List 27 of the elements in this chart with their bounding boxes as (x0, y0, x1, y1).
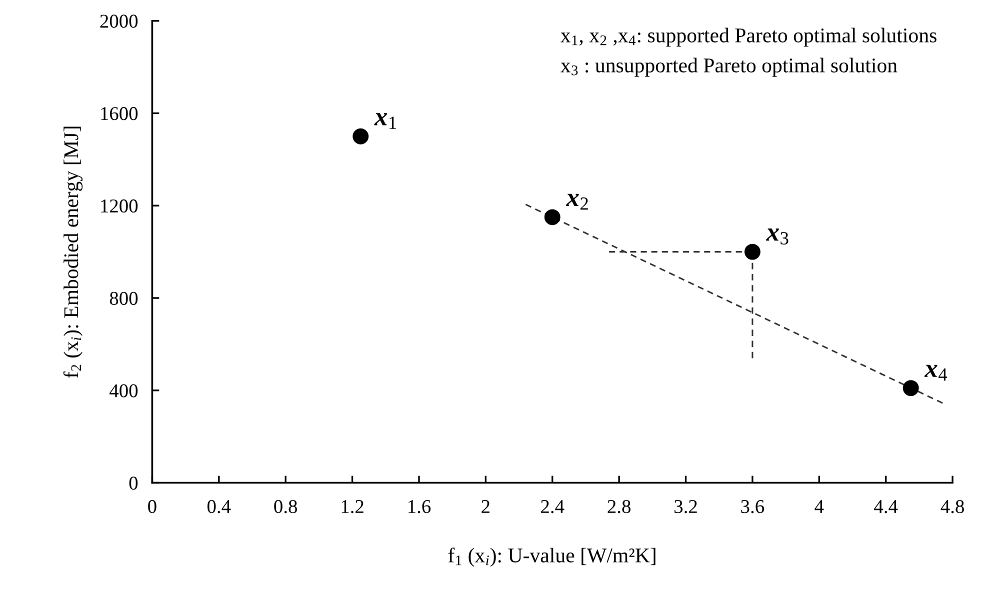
x-tick-label: 2.4 (541, 500, 564, 514)
y-axis-title: f$_{2}$ (x$_{i}$): Embodied energy [MJ] (63, 126, 83, 378)
annotation: x$_{2}$ (566, 194, 588, 210)
x-axis-title: f$_{1}$ (x$_{i}$): U-value [W/m²K] (448, 548, 656, 567)
y-tick-label: 0 (129, 476, 138, 490)
x-tick-label: 3.2 (674, 500, 697, 514)
y-tick-label: 800 (110, 292, 138, 305)
x-tick-label: 2.8 (608, 500, 630, 514)
x-tick-label: 0 (148, 500, 156, 514)
y-tick-label: 400 (110, 384, 138, 398)
annotation: x$_{1}$ (374, 113, 396, 129)
x-tick-label: 4.8 (940, 500, 964, 514)
x-tick-label: 4.4 (874, 500, 898, 514)
x-tick-label: 3.6 (741, 500, 764, 514)
y-tick-label: 2000 (100, 14, 138, 28)
y-tick-label: 1600 (101, 107, 138, 120)
annotation: x$_{4}$ (924, 364, 948, 381)
x-tick-label: 0.8 (274, 500, 298, 514)
x-tick-label: 0.4 (207, 500, 231, 514)
x-tick-label: 4 (814, 500, 824, 513)
annotation: x$_{3}$ : unsupported Pareto optimal solution (560, 58, 898, 77)
annotation: x$_{1}$, x$_{2}$ ,x$_{4}$: supported Pareto optimal solutions (560, 28, 936, 47)
x-tick-label: 1.6 (408, 500, 431, 514)
annotation: x$_{3}$ (766, 228, 788, 244)
x-tick-label: 2 (482, 500, 490, 513)
x-tick-label: 1.2 (342, 500, 364, 514)
y-tick-label: 1200 (101, 199, 138, 213)
